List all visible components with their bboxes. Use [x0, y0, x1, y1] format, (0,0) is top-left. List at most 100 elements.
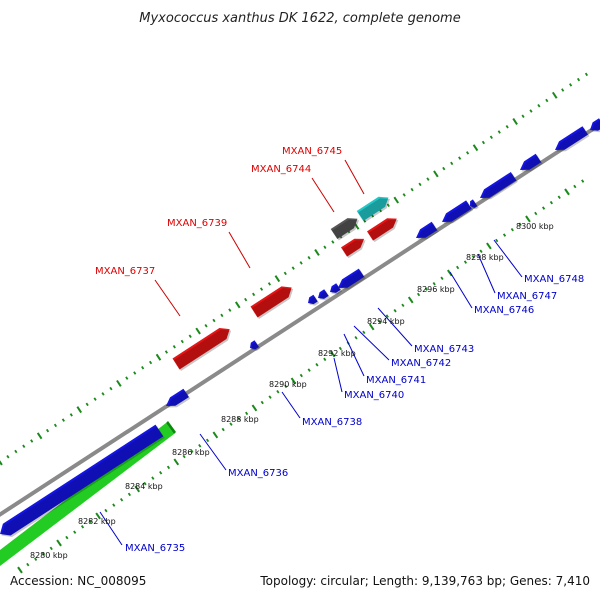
inner-tick — [440, 276, 444, 281]
outer-tick — [155, 353, 162, 361]
gene-arrow-mxan-6737 — [172, 328, 230, 370]
label-leaders — [99, 159, 523, 546]
scale-label: 8284 kbp — [125, 482, 163, 491]
inner-tick — [260, 400, 264, 405]
outer-tick — [418, 182, 422, 187]
gc-band-edge — [166, 421, 176, 434]
scale-label: 8296 kbp — [417, 285, 455, 294]
gene-label-mxan-6742[interactable]: MXAN_6742 — [391, 358, 451, 369]
outer-tick — [529, 109, 533, 113]
gene-arrow-mxan-6744b — [367, 218, 397, 241]
outer-tick — [569, 83, 573, 87]
outer-tick — [551, 91, 558, 99]
gene-arrow-mxan-6742-shade — [331, 284, 343, 295]
gene-label-mxan-6737[interactable]: MXAN_6737 — [95, 266, 155, 277]
inner-tick — [73, 530, 77, 534]
inner-tick — [212, 431, 219, 439]
inner-tick — [65, 535, 69, 540]
outer-tick — [521, 114, 525, 118]
gene-label-mxan-6748[interactable]: MXAN_6748 — [524, 274, 584, 285]
gene-arrow-mxan-6744b-shade — [368, 219, 399, 243]
gene-arrow-mxan-6737-shade — [174, 329, 232, 371]
gene-label-mxan-6747[interactable]: MXAN_6747 — [497, 291, 557, 302]
outer-tick — [220, 313, 224, 318]
outer-tick — [93, 397, 97, 401]
inner-tick — [104, 508, 108, 513]
gene-arrow-mxan-6735 — [0, 424, 164, 536]
inner-tick — [377, 319, 382, 324]
leader-mxan-6741 — [343, 333, 365, 377]
inner-tick — [541, 206, 546, 210]
inner-tick — [510, 227, 514, 232]
inner-tick — [276, 389, 280, 394]
inner-tick — [229, 422, 233, 426]
inner-tick — [134, 485, 141, 493]
inner-tick — [237, 417, 241, 421]
outer-tick — [291, 266, 295, 270]
gene-label-mxan-6746[interactable]: MXAN_6746 — [474, 305, 534, 316]
outer-tick — [472, 144, 479, 152]
outer-tick — [481, 140, 486, 145]
outer-tick — [228, 308, 232, 312]
outer-tick — [61, 418, 65, 422]
gene-label-mxan-6736[interactable]: MXAN_6736 — [228, 468, 288, 479]
leader-mxan-6747 — [477, 253, 496, 294]
gene-label-mxan-6744[interactable]: MXAN_6744 — [251, 164, 311, 175]
forward-gene-labels: MXAN_6737 MXAN_6739 MXAN_6744 MXAN_6745 — [95, 146, 342, 277]
outer-tick — [314, 248, 320, 256]
gene-label-mxan-6745[interactable]: MXAN_6745 — [282, 146, 342, 157]
accession-text: Accession: NC_008095 — [10, 574, 146, 588]
inner-tick — [471, 254, 475, 259]
inner-tick — [221, 427, 225, 432]
outer-tick — [442, 166, 446, 171]
outer-tick — [283, 271, 287, 276]
outer-tick — [164, 350, 169, 354]
gene-arrow-mxan-6736-shade — [167, 390, 191, 408]
outer-tick — [561, 88, 565, 92]
leader-mxan-6740 — [333, 357, 343, 393]
gene-label-mxan-6741[interactable]: MXAN_6741 — [366, 375, 426, 386]
outer-tick — [537, 104, 541, 108]
gene-arrow-mxan-6746-shade — [417, 223, 439, 240]
leader-mxan-6735 — [99, 511, 123, 546]
outer-tick — [212, 318, 216, 323]
scale-label: 8280 kbp — [30, 551, 68, 560]
gene-label-mxan-6740[interactable]: MXAN_6740 — [344, 390, 404, 401]
gene-arrow-mxan-6748b — [555, 126, 588, 150]
outer-tick — [393, 196, 400, 204]
inner-tick — [26, 562, 30, 567]
scale-labels: 8280 kbp 8282 kbp 8284 kbp 8286 kbp 8288… — [30, 222, 554, 560]
outer-tick — [433, 170, 439, 178]
inner-tick — [479, 249, 483, 254]
gene-label-mxan-6738[interactable]: MXAN_6738 — [302, 417, 362, 428]
inner-tick — [329, 350, 336, 358]
gene-arrow-mxan-6744-pseudo-shade — [332, 219, 359, 241]
leader-mxan-6746 — [449, 271, 473, 309]
outer-tick — [234, 301, 241, 309]
gene-arrow-mxan-6738 — [250, 340, 259, 350]
outer-tick — [85, 402, 89, 407]
inner-tick — [463, 260, 468, 264]
outer-tick — [36, 432, 43, 440]
outer-tick — [307, 255, 311, 260]
inner-tick — [385, 314, 389, 318]
scale-label: 8292 kbp — [318, 349, 356, 358]
outer-tick — [133, 371, 137, 375]
gene-label-mxan-6743[interactable]: MXAN_6743 — [414, 344, 474, 355]
inner-tick — [88, 519, 92, 524]
gene-arrow-mxan-6735-shade — [1, 426, 165, 537]
inner-tick — [525, 215, 531, 223]
scale-label: 8282 kbp — [78, 517, 116, 526]
outer-tick — [386, 203, 390, 208]
gene-arrow-mxan-6746 — [416, 221, 438, 238]
inner-tick — [495, 238, 499, 243]
gene-arrow-mxan-6748c-shade — [591, 120, 600, 133]
outer-tick — [489, 135, 493, 139]
inner-tick — [393, 308, 397, 313]
outer-tick — [22, 444, 26, 449]
outer-tick — [323, 245, 327, 249]
gc-band — [0, 423, 174, 566]
gene-label-mxan-6739[interactable]: MXAN_6739 — [167, 218, 227, 229]
gene-label-mxan-6735[interactable]: MXAN_6735 — [125, 543, 185, 554]
gene-arrow-mxan-6748b-shade — [556, 127, 590, 152]
